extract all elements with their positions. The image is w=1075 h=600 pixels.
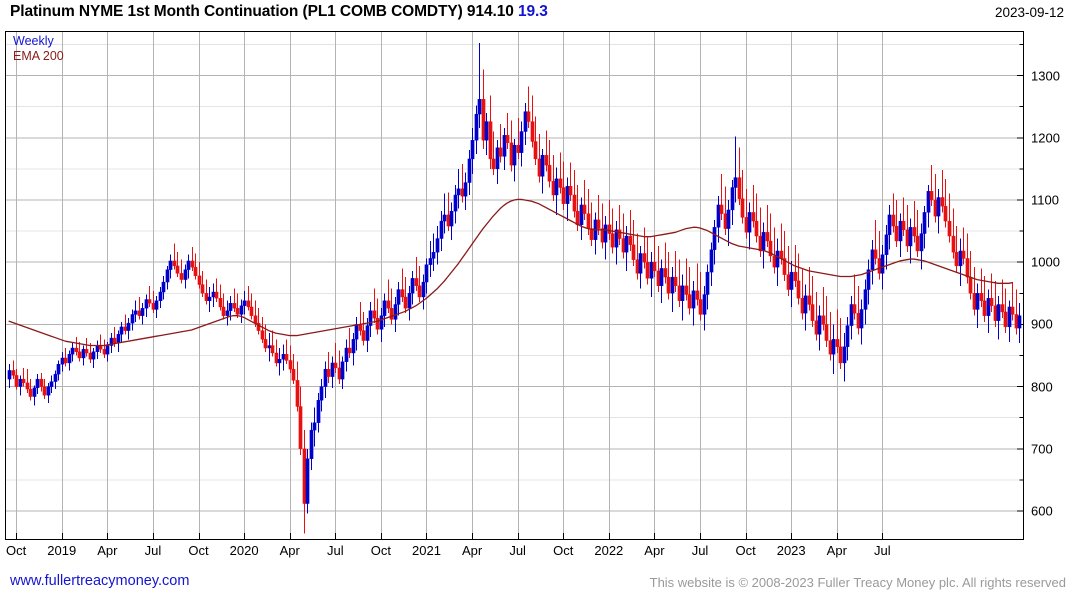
website-url[interactable]: www.fullertreacymoney.com <box>10 573 190 589</box>
y-axis-ticks <box>1017 43 1023 512</box>
x-axis-tick-label: Oct <box>188 543 209 558</box>
y-axis-tick-label: 1200 <box>1031 130 1060 146</box>
x-axis-tick-label: 2021 <box>412 543 441 558</box>
y-axis-tick-label: 700 <box>1031 441 1053 457</box>
y-axis-tick-label: 900 <box>1031 316 1053 332</box>
y-axis-tick-label: 1100 <box>1031 192 1059 208</box>
x-axis-tick-label: Jul <box>509 543 526 558</box>
x-axis-tick-label: Apr <box>279 543 300 558</box>
x-axis-tick-label: Oct <box>553 543 574 558</box>
x-axis-date-labels: Oct 2019 Apr Jul Oct 2020 Apr Jul Oct 2021 Apr Jul O… <box>5 543 1024 563</box>
minor-gridlines <box>6 32 1023 539</box>
x-axis-tick-label: Jul <box>144 543 162 558</box>
chart-title: Platinum NYME 1st Month Continuation (PL… <box>10 3 548 21</box>
instrument-name: Platinum NYME 1st Month Continuation <box>10 3 299 20</box>
x-axis-tick-label: Apr <box>826 543 847 558</box>
x-axis-tick-label: 2023 <box>776 543 806 558</box>
y-axis-price-labels: 600 700 800 900 1000 1100 1200 1300 <box>1028 31 1075 540</box>
chart-footer: www.fullertreacymoney.com This website i… <box>0 572 1075 596</box>
x-axis-tick-label: Oct <box>370 543 391 558</box>
x-axis-tick-label: Oct <box>735 543 756 558</box>
x-axis-tick-label: Jul <box>326 543 344 558</box>
ticker-symbol: (PL1 COMB COMDTY) <box>302 3 463 20</box>
chart-date: 2023-09-12 <box>994 5 1064 20</box>
x-axis-tick-label: 2019 <box>47 543 77 558</box>
x-axis-tick-label: Jul <box>691 543 709 558</box>
y-axis-tick-label: 800 <box>1031 379 1053 395</box>
price-change: 19.3 <box>517 3 548 20</box>
candlestick-series <box>7 43 1022 534</box>
x-axis-tick-label: Apr <box>97 543 118 558</box>
chart-plot-area[interactable]: Weekly EMA 200 <box>5 31 1024 540</box>
x-axis-tick-label: Oct <box>6 543 27 558</box>
y-axis-tick-label: 1300 <box>1031 68 1060 84</box>
copyright-notice: This website is © 2008-2023 Fuller Treac… <box>649 575 1066 590</box>
x-axis-ticks <box>16 533 883 539</box>
y-axis-tick-label: 1000 <box>1031 254 1060 270</box>
price-candlestick-svg <box>6 32 1023 539</box>
x-axis-tick-label: 2022 <box>594 543 624 558</box>
ema-200-overlay <box>8 198 1013 347</box>
last-price: 914.10 <box>466 3 514 20</box>
chart-header: Platinum NYME 1st Month Continuation (PL… <box>0 0 1075 28</box>
y-axis-tick-label: 600 <box>1031 503 1053 519</box>
x-axis-tick-label: Apr <box>644 543 665 558</box>
x-axis-tick-label: 2020 <box>229 543 259 558</box>
x-axis-tick-label: Apr <box>461 543 483 558</box>
x-axis-tick-label: Jul <box>874 543 891 558</box>
